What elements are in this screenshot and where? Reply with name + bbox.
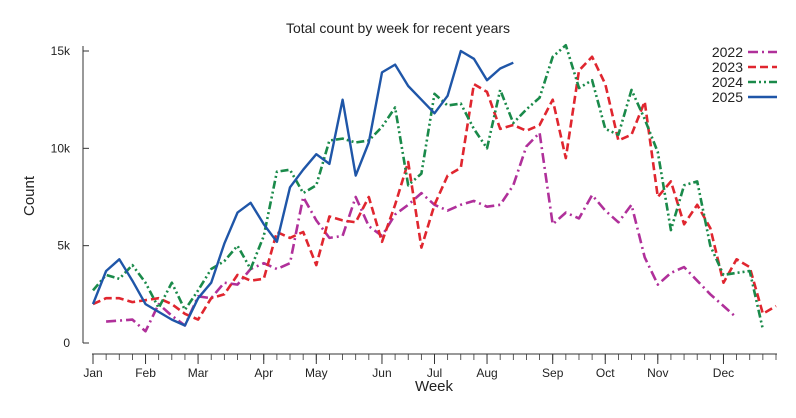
legend-label-2022: 2022	[712, 44, 743, 60]
series-line-2025	[91, 49, 514, 327]
series-line-2023	[92, 55, 777, 321]
y-tick-label: 5k	[57, 239, 71, 253]
x-tick-label: Sep	[542, 366, 564, 380]
x-tick-label: Dec	[713, 366, 734, 380]
plot-area	[91, 43, 777, 333]
series-line-2022	[106, 131, 738, 333]
x-tick-label: Nov	[647, 366, 668, 380]
y-axis-ticks: 0 5k 10k 15k	[51, 44, 89, 350]
x-tick-label: Aug	[476, 366, 497, 380]
x-tick-label: Jul	[427, 366, 442, 380]
y-tick-label: 0	[63, 336, 70, 350]
x-tick-label: Oct	[596, 366, 615, 380]
y-axis-label: Count	[21, 175, 38, 216]
x-tick-label: Jun	[372, 366, 391, 380]
series-line-2024	[92, 43, 765, 330]
y-tick-label: 15k	[51, 44, 71, 58]
legend-label-2025: 2025	[712, 89, 743, 105]
x-axis-label: Week	[415, 378, 454, 395]
chart-title: Total count by week for recent years	[286, 20, 510, 36]
x-tick-label: Jan	[83, 366, 102, 380]
x-tick-label: Mar	[188, 366, 209, 380]
x-tick-label: Apr	[254, 366, 273, 380]
x-tick-label: May	[305, 366, 328, 380]
x-tick-label: Feb	[135, 366, 156, 380]
y-tick-label: 10k	[51, 141, 71, 155]
x-axis-ticks: Jan Feb Mar Apr May Jun Jul Aug Sep Oct Nov Dec	[83, 354, 777, 380]
legend-label-2024: 2024	[712, 74, 743, 90]
legend-label-2023: 2023	[712, 59, 743, 75]
